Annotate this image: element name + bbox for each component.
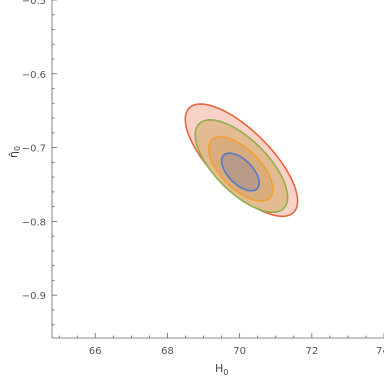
x-axis-label-main: H [215,362,223,375]
y-ticks: −0.5 −0.6 −0.7 −0.8 −0.9 [22,0,57,326]
x-tick-label-partial: 74 [376,346,384,357]
y-axis-label-main: η̂ [7,151,20,158]
y-tick-label: −0.7 [22,144,46,155]
y-tick-label: −0.5 [22,0,46,7]
y-axis-label: η̂0 [7,146,22,158]
x-tick-label: 72 [305,346,318,357]
x-tick-label: 70 [233,346,246,357]
y-axis-label-sub: 0 [13,146,22,151]
x-tick-label: 66 [89,346,102,357]
contour-inner [220,152,260,192]
y-tick-label: −0.8 [22,217,46,228]
x-ticks: 66 68 70 72 74 [58,333,384,357]
x-axis-label-sub: 0 [223,368,228,377]
x-axis-label: H0 [215,362,228,377]
y-tick-label: −0.6 [22,70,46,81]
x-tick-label: 68 [161,346,174,357]
y-tick-label: −0.9 [22,291,46,302]
contour-layer [184,103,299,218]
